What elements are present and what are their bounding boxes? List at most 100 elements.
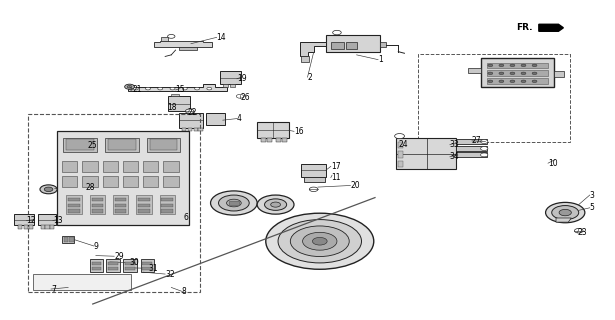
Text: 10: 10 (548, 159, 558, 168)
Text: 24: 24 (399, 140, 408, 149)
Bar (62, 176, 77, 187)
Polygon shape (194, 128, 198, 131)
Bar (63, 138, 97, 152)
Text: 31: 31 (148, 264, 157, 273)
Circle shape (218, 195, 249, 211)
Bar (108, 267, 118, 270)
Circle shape (521, 80, 526, 83)
Polygon shape (198, 128, 202, 131)
Bar (66, 195, 82, 214)
Polygon shape (124, 260, 137, 271)
Bar (229, 201, 239, 205)
Bar (147, 138, 180, 152)
Bar (138, 204, 150, 207)
Bar (115, 204, 127, 207)
Text: 14: 14 (216, 33, 226, 42)
Polygon shape (282, 138, 287, 142)
Circle shape (303, 232, 337, 250)
Polygon shape (141, 260, 154, 271)
Bar (123, 161, 138, 172)
Circle shape (488, 72, 493, 75)
Circle shape (182, 87, 187, 90)
Polygon shape (261, 138, 266, 142)
Circle shape (264, 199, 287, 210)
Polygon shape (172, 94, 178, 96)
Text: 15: 15 (175, 85, 185, 94)
Circle shape (499, 64, 504, 67)
Polygon shape (178, 47, 197, 50)
Text: 27: 27 (472, 136, 482, 145)
Polygon shape (62, 236, 74, 243)
Bar (138, 209, 150, 212)
Text: 9: 9 (94, 242, 99, 251)
Bar (68, 204, 80, 207)
Text: 18: 18 (168, 103, 177, 112)
Circle shape (271, 202, 280, 207)
Circle shape (278, 220, 362, 263)
Polygon shape (129, 87, 132, 91)
Circle shape (521, 64, 526, 67)
Text: 21: 21 (133, 85, 142, 94)
Text: 33: 33 (450, 140, 459, 149)
Polygon shape (326, 35, 380, 52)
Circle shape (510, 80, 515, 83)
Text: 28: 28 (85, 183, 95, 192)
Text: 20: 20 (351, 181, 360, 190)
Text: 16: 16 (294, 127, 304, 136)
Bar (143, 262, 153, 266)
Bar (68, 209, 80, 212)
Text: 11: 11 (331, 173, 340, 182)
Circle shape (546, 202, 585, 223)
Circle shape (170, 87, 175, 90)
Polygon shape (230, 84, 235, 87)
Polygon shape (24, 225, 28, 228)
Bar (162, 209, 173, 212)
Bar (399, 161, 403, 167)
Polygon shape (301, 56, 309, 62)
Polygon shape (181, 128, 186, 131)
Text: 12: 12 (26, 216, 36, 225)
Polygon shape (206, 113, 224, 125)
Text: 22: 22 (188, 108, 197, 117)
Bar (137, 195, 152, 214)
Text: 6: 6 (183, 213, 188, 222)
Polygon shape (14, 213, 34, 225)
Bar (150, 139, 177, 150)
Polygon shape (556, 218, 571, 222)
Text: FR.: FR. (516, 23, 533, 32)
Bar (105, 138, 139, 152)
Text: 30: 30 (130, 258, 140, 267)
Circle shape (499, 72, 504, 75)
Bar (115, 198, 127, 201)
Bar (62, 161, 77, 172)
Circle shape (532, 80, 537, 83)
Text: 34: 34 (450, 152, 459, 161)
Bar (418, 54, 570, 142)
Polygon shape (41, 225, 45, 228)
Text: 13: 13 (53, 216, 63, 225)
Text: 19: 19 (237, 74, 247, 83)
Bar (160, 195, 175, 214)
Circle shape (194, 87, 199, 90)
Circle shape (480, 153, 488, 157)
Text: 2: 2 (308, 73, 312, 82)
Bar (143, 267, 153, 270)
Bar (103, 161, 118, 172)
Polygon shape (346, 42, 357, 49)
Circle shape (133, 87, 138, 90)
Bar (64, 237, 68, 242)
Text: 26: 26 (240, 93, 250, 102)
Text: 25: 25 (88, 141, 97, 150)
Polygon shape (38, 213, 56, 225)
Text: 29: 29 (114, 252, 124, 261)
Bar (108, 262, 118, 266)
Bar (162, 198, 173, 201)
Bar (486, 70, 548, 76)
Bar (399, 151, 403, 158)
Circle shape (75, 139, 84, 143)
Polygon shape (480, 58, 554, 87)
Polygon shape (18, 225, 22, 228)
Polygon shape (456, 152, 486, 157)
Polygon shape (257, 123, 289, 138)
Circle shape (521, 72, 526, 75)
